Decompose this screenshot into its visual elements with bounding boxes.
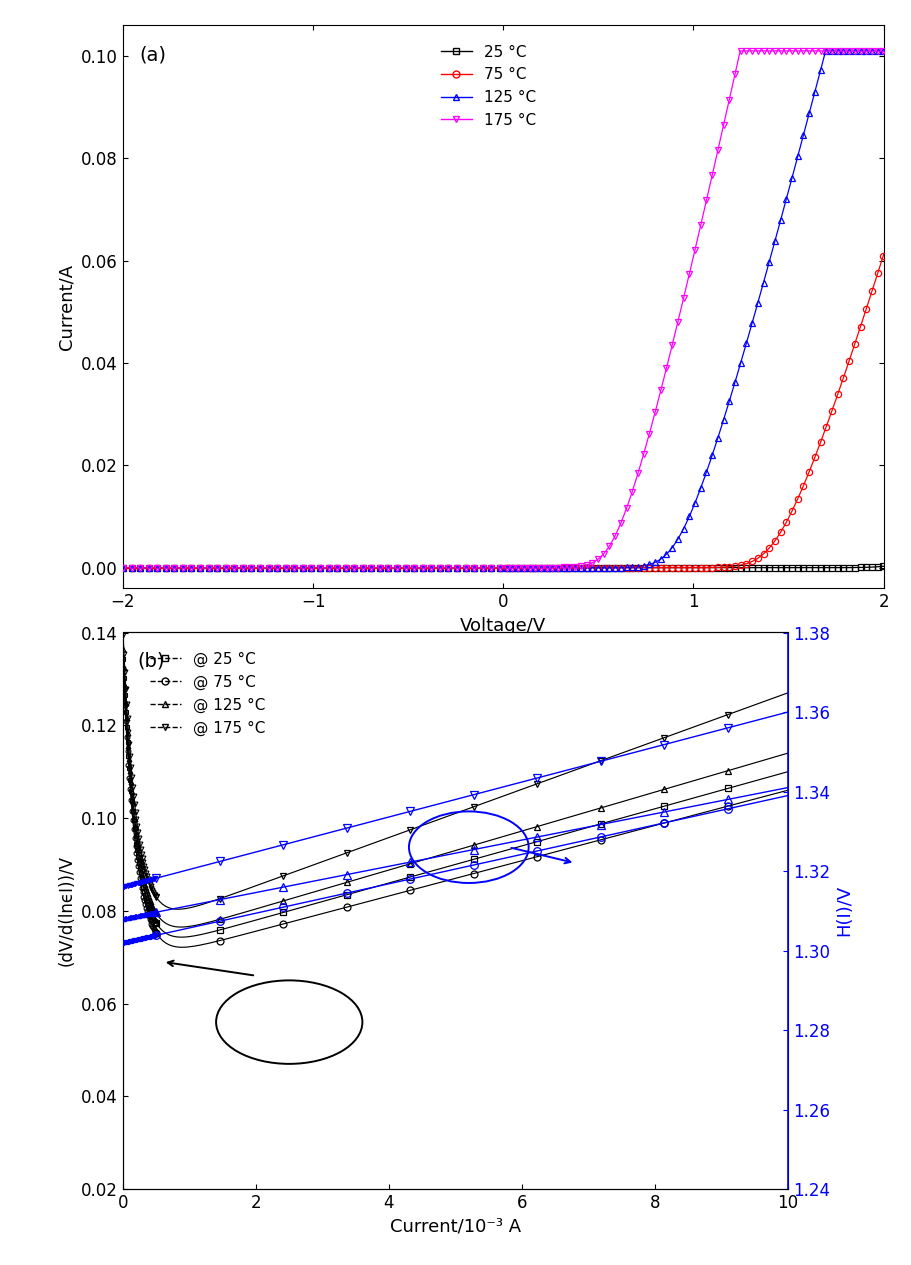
Y-axis label: H(I)/V: H(I)/V <box>835 886 854 936</box>
Y-axis label: (dV/d(lnϵI))/V: (dV/d(lnϵI))/V <box>57 855 76 966</box>
Text: (b): (b) <box>138 651 165 670</box>
Legend: 25 °C, 75 °C, 125 °C, 175 °C: 25 °C, 75 °C, 125 °C, 175 °C <box>435 38 542 134</box>
X-axis label: Voltage/V: Voltage/V <box>460 616 547 635</box>
Text: (a): (a) <box>139 46 167 65</box>
Legend: @ 25 °C, @ 75 °C, @ 125 °C, @ 175 °C: @ 25 °C, @ 75 °C, @ 125 °C, @ 175 °C <box>144 645 271 741</box>
Y-axis label: Current/A: Current/A <box>57 263 76 350</box>
X-axis label: Current/10⁻³ A: Current/10⁻³ A <box>390 1217 521 1236</box>
